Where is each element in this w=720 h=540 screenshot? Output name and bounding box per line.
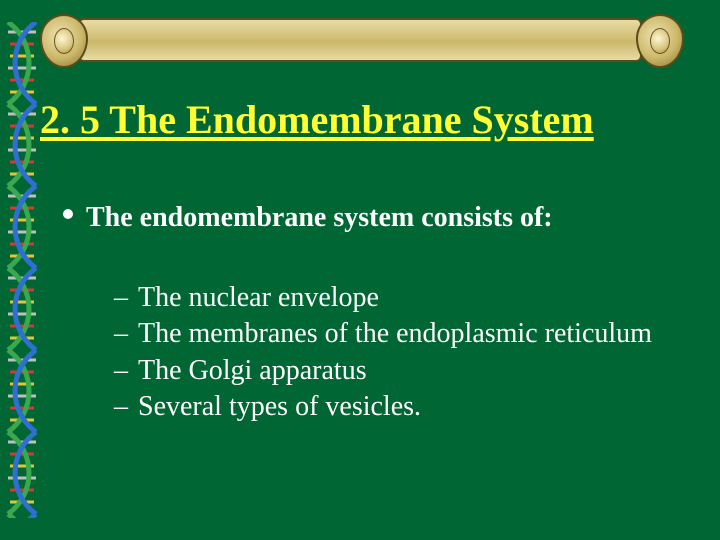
bullet-text: The endomembrane system consists of: [86, 200, 553, 236]
scroll-sheet [78, 18, 642, 62]
dna-helix-decoration [0, 22, 44, 518]
sublist-item-text: Several types of vesicles. [138, 389, 421, 425]
sublist-item-text: The Golgi apparatus [138, 353, 367, 389]
scroll-end-left [40, 14, 84, 64]
sublist-item: – The nuclear envelope [114, 280, 680, 316]
dash-icon: – [114, 389, 128, 425]
scroll-end-right [636, 14, 680, 64]
slide-title: 2. 5 The Endomembrane System [40, 98, 696, 143]
dash-icon: – [114, 353, 128, 389]
dash-icon: – [114, 280, 128, 316]
sublist: – The nuclear envelope – The membranes o… [114, 280, 680, 426]
sublist-item-text: The nuclear envelope [138, 280, 379, 316]
sublist-item-text: The membranes of the endoplasmic reticul… [138, 316, 652, 352]
sublist-item: – The Golgi apparatus [114, 353, 680, 389]
slide-body: The endomembrane system consists of: – T… [62, 200, 680, 425]
dash-icon: – [114, 316, 128, 352]
scroll-banner [40, 12, 680, 66]
slide: 2. 5 The Endomembrane System The endomem… [0, 0, 720, 540]
bullet-item: The endomembrane system consists of: [62, 200, 680, 236]
bullet-icon [62, 208, 74, 220]
sublist-item: – The membranes of the endoplasmic retic… [114, 316, 680, 352]
sublist-item: – Several types of vesicles. [114, 389, 680, 425]
